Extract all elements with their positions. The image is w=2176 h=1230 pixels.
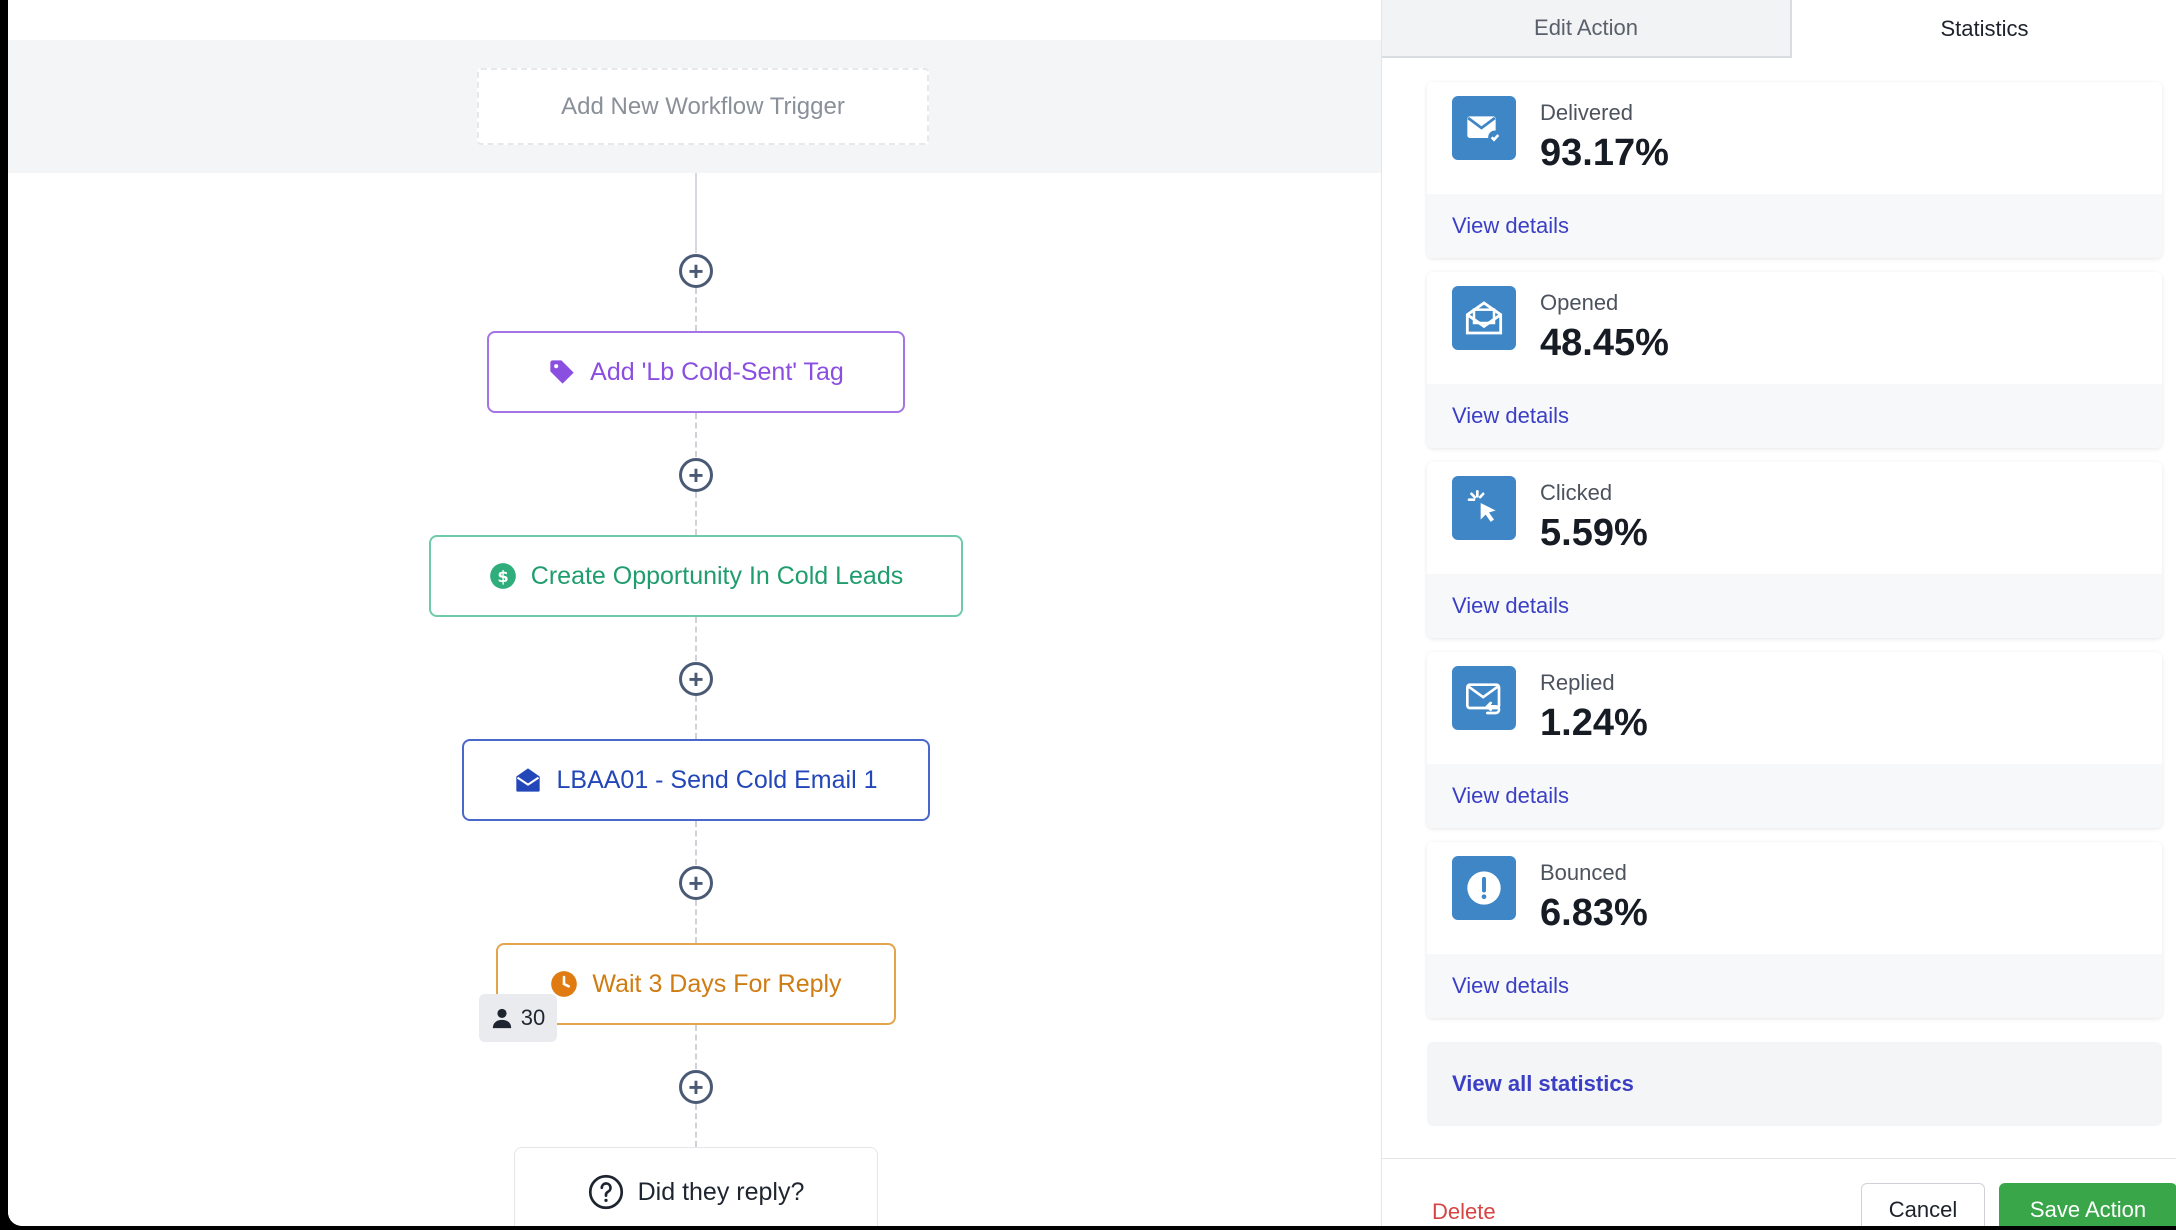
connector-line (695, 696, 697, 739)
connector-line (695, 413, 697, 457)
stat-label: Opened (1540, 290, 1619, 315)
pointer-click-icon (1452, 476, 1516, 540)
stat-value: 6.83% (1540, 892, 1648, 934)
stat-card-header: Opened 48.45% (1427, 272, 2162, 384)
stat-value: 93.17% (1540, 132, 1669, 174)
step-create-opportunity[interactable]: $ Create Opportunity In Cold Leads (429, 535, 963, 617)
stat-card-header: Replied 1.24% (1427, 652, 2162, 764)
delete-button[interactable]: Delete (1432, 1199, 1496, 1224)
stat-label: Bounced (1540, 860, 1627, 885)
clock-icon (551, 971, 578, 997)
panel-footer: Delete Cancel Save Action (1382, 1158, 2176, 1226)
stat-card-delivered: Delivered 93.17% View details (1427, 82, 2162, 258)
stat-value: 5.59% (1540, 512, 1648, 554)
add-step-button[interactable]: + (679, 866, 713, 900)
add-step-button[interactable]: + (679, 662, 713, 696)
mail-check-icon (1452, 96, 1516, 160)
top-strip (8, 0, 1381, 40)
mail-reply-icon (1452, 666, 1516, 730)
cancel-button[interactable]: Cancel (1861, 1183, 1985, 1226)
step-add-tag[interactable]: Add 'Lb Cold-Sent' Tag (487, 331, 905, 413)
statistics-area: Delivered 93.17% View details (1382, 58, 2176, 1158)
connector-line (695, 1025, 697, 1069)
contacts-count: 30 (520, 1005, 546, 1030)
workflow-canvas: Add New Workflow Trigger + + + + + Add '… (8, 0, 1381, 1226)
stat-card-bounced: Bounced 6.83% View details (1427, 842, 2162, 1018)
add-step-button[interactable]: + (679, 254, 713, 288)
view-all-statistics-label: View all statistics (1452, 1071, 1634, 1096)
step-send-email[interactable]: LBAA01 - Send Cold Email 1 (462, 739, 930, 821)
stat-card-header: Clicked 5.59% (1427, 462, 2162, 574)
envelope-open-icon (516, 768, 541, 792)
view-details-link[interactable]: View details (1452, 403, 1569, 428)
step-label: Wait 3 Days For Reply (592, 969, 842, 998)
stat-value: 1.24% (1540, 702, 1648, 744)
stat-label: Replied (1540, 670, 1615, 695)
stat-label: Delivered (1540, 100, 1633, 125)
add-trigger-label: Add New Workflow Trigger (561, 92, 845, 120)
connector-line (695, 900, 697, 943)
tag-icon (550, 360, 574, 384)
step-label: LBAA01 - Send Cold Email 1 (556, 765, 878, 794)
panel-tabs: Edit Action Statistics (1382, 0, 2176, 58)
step-wait[interactable]: Wait 3 Days For Reply (496, 943, 896, 1025)
view-all-statistics-link[interactable]: View all statistics (1427, 1042, 2162, 1126)
svg-text:$: $ (497, 567, 508, 586)
tab-edit-action[interactable]: Edit Action (1382, 0, 1792, 58)
user-icon (492, 1008, 511, 1029)
stat-card-header: Bounced 6.83% (1427, 842, 2162, 954)
add-trigger-button[interactable]: Add New Workflow Trigger (477, 68, 929, 145)
stat-card-footer: View details (1427, 764, 2162, 828)
stat-card-replied: Replied 1.24% View details (1427, 652, 2162, 828)
stat-card-opened: Opened 48.45% View details (1427, 272, 2162, 448)
stat-card-header: Delivered 93.17% (1427, 82, 2162, 194)
stat-label: Clicked (1540, 480, 1613, 505)
view-details-link[interactable]: View details (1452, 783, 1569, 808)
screen: Add New Workflow Trigger + + + + + Add '… (8, 0, 2176, 1226)
step-label: Did they reply? (637, 1177, 805, 1206)
stat-value: 48.45% (1540, 322, 1669, 364)
connector-line (695, 821, 697, 865)
stat-card-clicked: Clicked 5.59% View details (1427, 462, 2162, 638)
view-details-link[interactable]: View details (1452, 973, 1569, 998)
connector-line (695, 1104, 697, 1147)
mail-open-icon (1452, 286, 1516, 350)
dollar-icon: $ (489, 563, 516, 589)
stat-card-footer: View details (1427, 954, 2162, 1018)
cancel-label: Cancel (1888, 1197, 1958, 1222)
stat-card-footer: View details (1427, 574, 2162, 638)
save-action-button[interactable]: Save Action (1999, 1183, 2176, 1226)
save-label: Save Action (2029, 1197, 2147, 1222)
view-details-link[interactable]: View details (1452, 213, 1569, 238)
step-condition[interactable]: Did they reply? (514, 1147, 878, 1226)
question-icon (588, 1174, 623, 1210)
stat-card-footer: View details (1427, 194, 2162, 258)
action-panel: Edit Action Statistics (1381, 0, 2176, 1226)
contacts-waiting-badge[interactable]: 30 (479, 994, 557, 1042)
step-label: Add 'Lb Cold-Sent' Tag (590, 357, 844, 386)
connector-line (695, 617, 697, 661)
add-step-button[interactable]: + (679, 1070, 713, 1104)
alert-icon (1452, 856, 1516, 920)
add-step-button[interactable]: + (679, 458, 713, 492)
connector-line (695, 288, 697, 331)
tab-label: Statistics (1940, 16, 2029, 41)
view-details-link[interactable]: View details (1452, 593, 1569, 618)
tab-statistics[interactable]: Statistics (1792, 0, 2176, 58)
connector-line (695, 173, 697, 253)
tab-label: Edit Action (1534, 15, 1638, 40)
stat-card-footer: View details (1427, 384, 2162, 448)
connector-line (695, 492, 697, 535)
step-label: Create Opportunity In Cold Leads (530, 561, 904, 590)
